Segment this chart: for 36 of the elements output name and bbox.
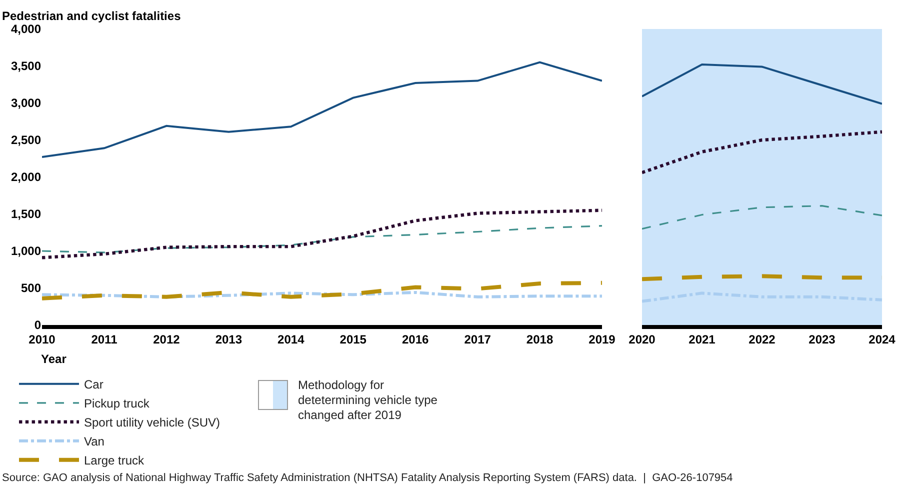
y-tick-label: 0: [34, 318, 42, 332]
x-tick-label: 2023: [808, 332, 836, 346]
x-tick-label: 2012: [153, 332, 180, 346]
y-tick-label: 2,500: [10, 133, 42, 148]
x-tick-label: 2014: [278, 332, 305, 346]
x-tick-label: 2020: [628, 332, 656, 346]
line-series: [42, 225, 602, 254]
y-tick-label: 500: [20, 281, 42, 296]
y-tick-label: 1,000: [10, 244, 42, 258]
line-series: [42, 61, 602, 158]
y-tick-label: 4,000: [10, 22, 42, 36]
legend-label: Pickup truck: [84, 396, 150, 411]
x-tick-label: 2015: [340, 332, 367, 346]
x-tick-label: 2010: [28, 332, 56, 346]
x-tick-label: 2021: [688, 332, 716, 346]
x-tick-label: 2018: [526, 332, 554, 346]
y-tick-label: 2,000: [10, 170, 42, 184]
x-tick-label: 2016: [402, 332, 429, 346]
y-tick-label: 3,000: [10, 96, 42, 110]
line-series: [42, 208, 602, 260]
legend-label: Van: [84, 434, 104, 449]
y-tick-label: 1,500: [10, 207, 42, 222]
x-axis-title: Year: [41, 352, 67, 366]
source-note: Source: GAO analysis of National Highway Traffic Safety Administration (NHTSA) Fatality Analysis Reporting System (FARS) data. | GAO-26-107954: [2, 472, 733, 484]
legend-label: Large truck: [84, 454, 146, 468]
x-tick-label: 2011: [91, 332, 118, 346]
x-tick-label: 2024: [868, 332, 896, 346]
legend-label: Car: [84, 378, 104, 392]
y-tick-label: 3,500: [10, 59, 42, 74]
legend-label: Methodology for detetermining vehicle type changed after 2019: [298, 378, 438, 423]
legend-label: Sport utility vehicle (SUV): [84, 416, 220, 430]
x-tick-label: 2019: [588, 332, 616, 346]
x-tick-label: 2013: [215, 332, 242, 346]
y-axis-title: Pedestrian and cyclist fatalities: [2, 9, 182, 23]
x-tick-label: 2022: [748, 332, 776, 346]
x-tick-label: 2017: [464, 332, 492, 346]
